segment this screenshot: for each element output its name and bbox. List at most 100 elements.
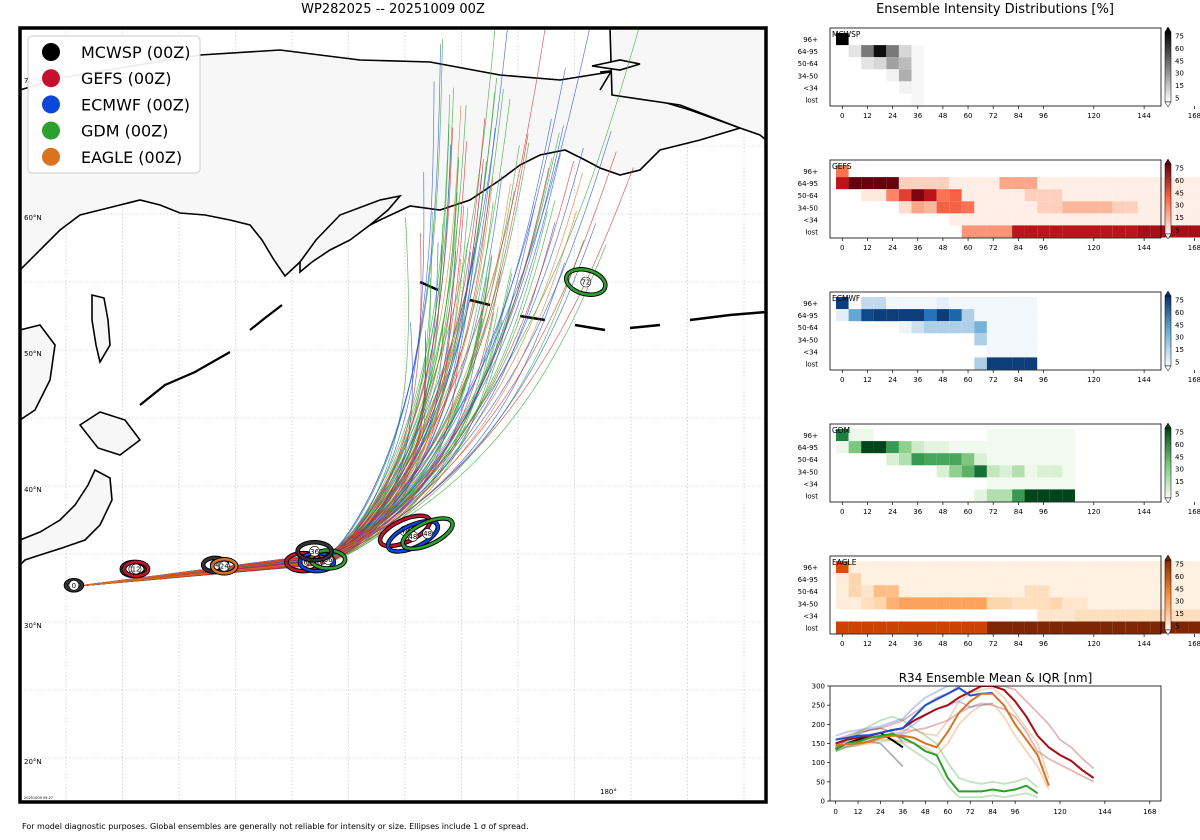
r34-x-tick: 120 bbox=[1053, 808, 1066, 816]
heatmap-cell bbox=[911, 441, 925, 454]
heatmap-cell bbox=[1087, 213, 1101, 226]
heatmap-cell bbox=[1175, 177, 1189, 190]
heatmap-cell bbox=[1125, 213, 1138, 226]
heatmap-cell bbox=[911, 81, 925, 94]
colorbar-tick: 60 bbox=[1175, 45, 1184, 53]
intensity-panels-title: Ensemble Intensity Distributions [%] bbox=[876, 2, 1114, 17]
heatmap-cell bbox=[999, 429, 1013, 442]
heatmap-cell bbox=[1049, 585, 1063, 598]
heatmap-cell bbox=[936, 561, 950, 574]
hour-marker bbox=[68, 579, 80, 591]
heatmap-x-tick: 72 bbox=[989, 112, 998, 120]
heatmap-cell bbox=[986, 189, 1000, 202]
heatmap-y-tick: 96+ bbox=[803, 36, 818, 44]
colorbar-arrow-top bbox=[1164, 290, 1172, 297]
heatmap-cell bbox=[1150, 573, 1163, 586]
hour-marker-label: 12 bbox=[132, 565, 141, 573]
heatmap-cell bbox=[886, 177, 899, 190]
r34-lines bbox=[835, 686, 1095, 799]
heatmap-cell bbox=[1074, 213, 1088, 226]
r34-x-tick: 0 bbox=[833, 808, 837, 816]
colorbar-arrow-bottom bbox=[1164, 497, 1172, 504]
heatmap-cell bbox=[848, 45, 862, 58]
heatmap-cell bbox=[949, 621, 962, 634]
heatmap-cell bbox=[974, 573, 987, 586]
heatmap-cell bbox=[961, 561, 975, 574]
r34-x-tick: 84 bbox=[988, 808, 997, 816]
spread-ellipses: 0121224243636363648484872 bbox=[63, 267, 608, 593]
heatmap-y-tick: <34 bbox=[803, 216, 818, 224]
heatmap-cell bbox=[1137, 213, 1151, 226]
heatmap-cell bbox=[949, 561, 962, 574]
colorbar-tick: 60 bbox=[1175, 177, 1184, 185]
r34-q75-gefs bbox=[835, 686, 1095, 770]
heatmap-cell bbox=[836, 309, 849, 322]
heatmap-cell bbox=[1049, 465, 1063, 478]
heatmap-cell bbox=[873, 309, 887, 322]
r34-q75-gdm bbox=[835, 715, 1039, 789]
heatmap-cell bbox=[1100, 213, 1113, 226]
heatmap-cell bbox=[873, 597, 887, 610]
heatmap-cell bbox=[936, 573, 950, 586]
heatmap-x-tick: 36 bbox=[913, 508, 922, 516]
heatmap-cell bbox=[961, 213, 975, 226]
heatmap-cell bbox=[1024, 357, 1038, 370]
heatmap-cell bbox=[949, 297, 962, 310]
heatmap-cell bbox=[898, 561, 912, 574]
heatmap-x-tick: 24 bbox=[888, 640, 897, 648]
heatmap-cell bbox=[861, 561, 874, 574]
legend-box bbox=[27, 35, 201, 174]
heatmap-cell bbox=[1137, 621, 1151, 634]
heatmap-cell bbox=[1112, 225, 1126, 238]
heatmap-cell bbox=[1188, 597, 1200, 610]
r34-y-tick: 0 bbox=[821, 798, 825, 806]
heatmap-cell bbox=[974, 189, 987, 202]
colorbar bbox=[1164, 295, 1172, 367]
heatmap-cell bbox=[1125, 561, 1138, 574]
heatmap-cell bbox=[1012, 477, 1025, 490]
heatmap-cell bbox=[836, 429, 849, 442]
heatmap-cell bbox=[999, 573, 1013, 586]
heatmap-cell bbox=[949, 177, 962, 190]
heatmap-cell bbox=[898, 201, 912, 214]
heatmap-cell bbox=[836, 33, 849, 46]
heatmap-cell bbox=[936, 321, 950, 334]
heatmap-cell bbox=[1087, 225, 1101, 238]
ensemble-track-eagle bbox=[72, 183, 511, 587]
heatmap-cell bbox=[1037, 189, 1050, 202]
heatmap-cell bbox=[949, 585, 962, 598]
heatmap-cell bbox=[1175, 609, 1189, 622]
r34-mean-eagle bbox=[835, 692, 1050, 787]
heatmap-cell bbox=[911, 45, 925, 58]
heatmap-cell bbox=[961, 297, 975, 310]
heatmap-y-tick: 34-50 bbox=[798, 600, 818, 608]
heatmap-cell bbox=[1137, 597, 1151, 610]
heatmap-cell bbox=[1024, 621, 1038, 634]
heatmap-cell bbox=[1150, 609, 1163, 622]
heatmap-cell bbox=[986, 465, 1000, 478]
heatmap-cell bbox=[999, 357, 1013, 370]
heatmap-cell bbox=[1062, 597, 1075, 610]
heatmap-cell bbox=[1062, 225, 1075, 238]
heatmap-cell bbox=[1087, 597, 1101, 610]
lat-label-40: 40°N bbox=[24, 486, 42, 494]
heatmap-cell bbox=[949, 201, 962, 214]
heatmap-cell bbox=[1049, 189, 1063, 202]
heatmap-x-tick: 12 bbox=[863, 640, 872, 648]
colorbar-tick: 75 bbox=[1175, 561, 1184, 569]
heatmap-cell bbox=[1112, 621, 1126, 634]
heatmap-cell bbox=[949, 321, 962, 334]
heatmap-cell bbox=[1024, 465, 1038, 478]
heatmap-model-label: ECMWF bbox=[832, 294, 860, 303]
heatmap-cell bbox=[1175, 597, 1189, 610]
heatmap-cell bbox=[961, 441, 975, 454]
legend-label: EAGLE (00Z) bbox=[81, 148, 182, 167]
map-title: WP282025 -- 20251009 00Z bbox=[301, 2, 485, 17]
heatmap-cell bbox=[1150, 213, 1163, 226]
heatmap-x-tick: 96 bbox=[1039, 244, 1048, 252]
heatmap-cell bbox=[898, 45, 912, 58]
heatmap-cell bbox=[911, 57, 925, 70]
heatmap-cell bbox=[1037, 597, 1050, 610]
heatmap-cell bbox=[1100, 585, 1113, 598]
heatmap-cell bbox=[1062, 477, 1075, 490]
